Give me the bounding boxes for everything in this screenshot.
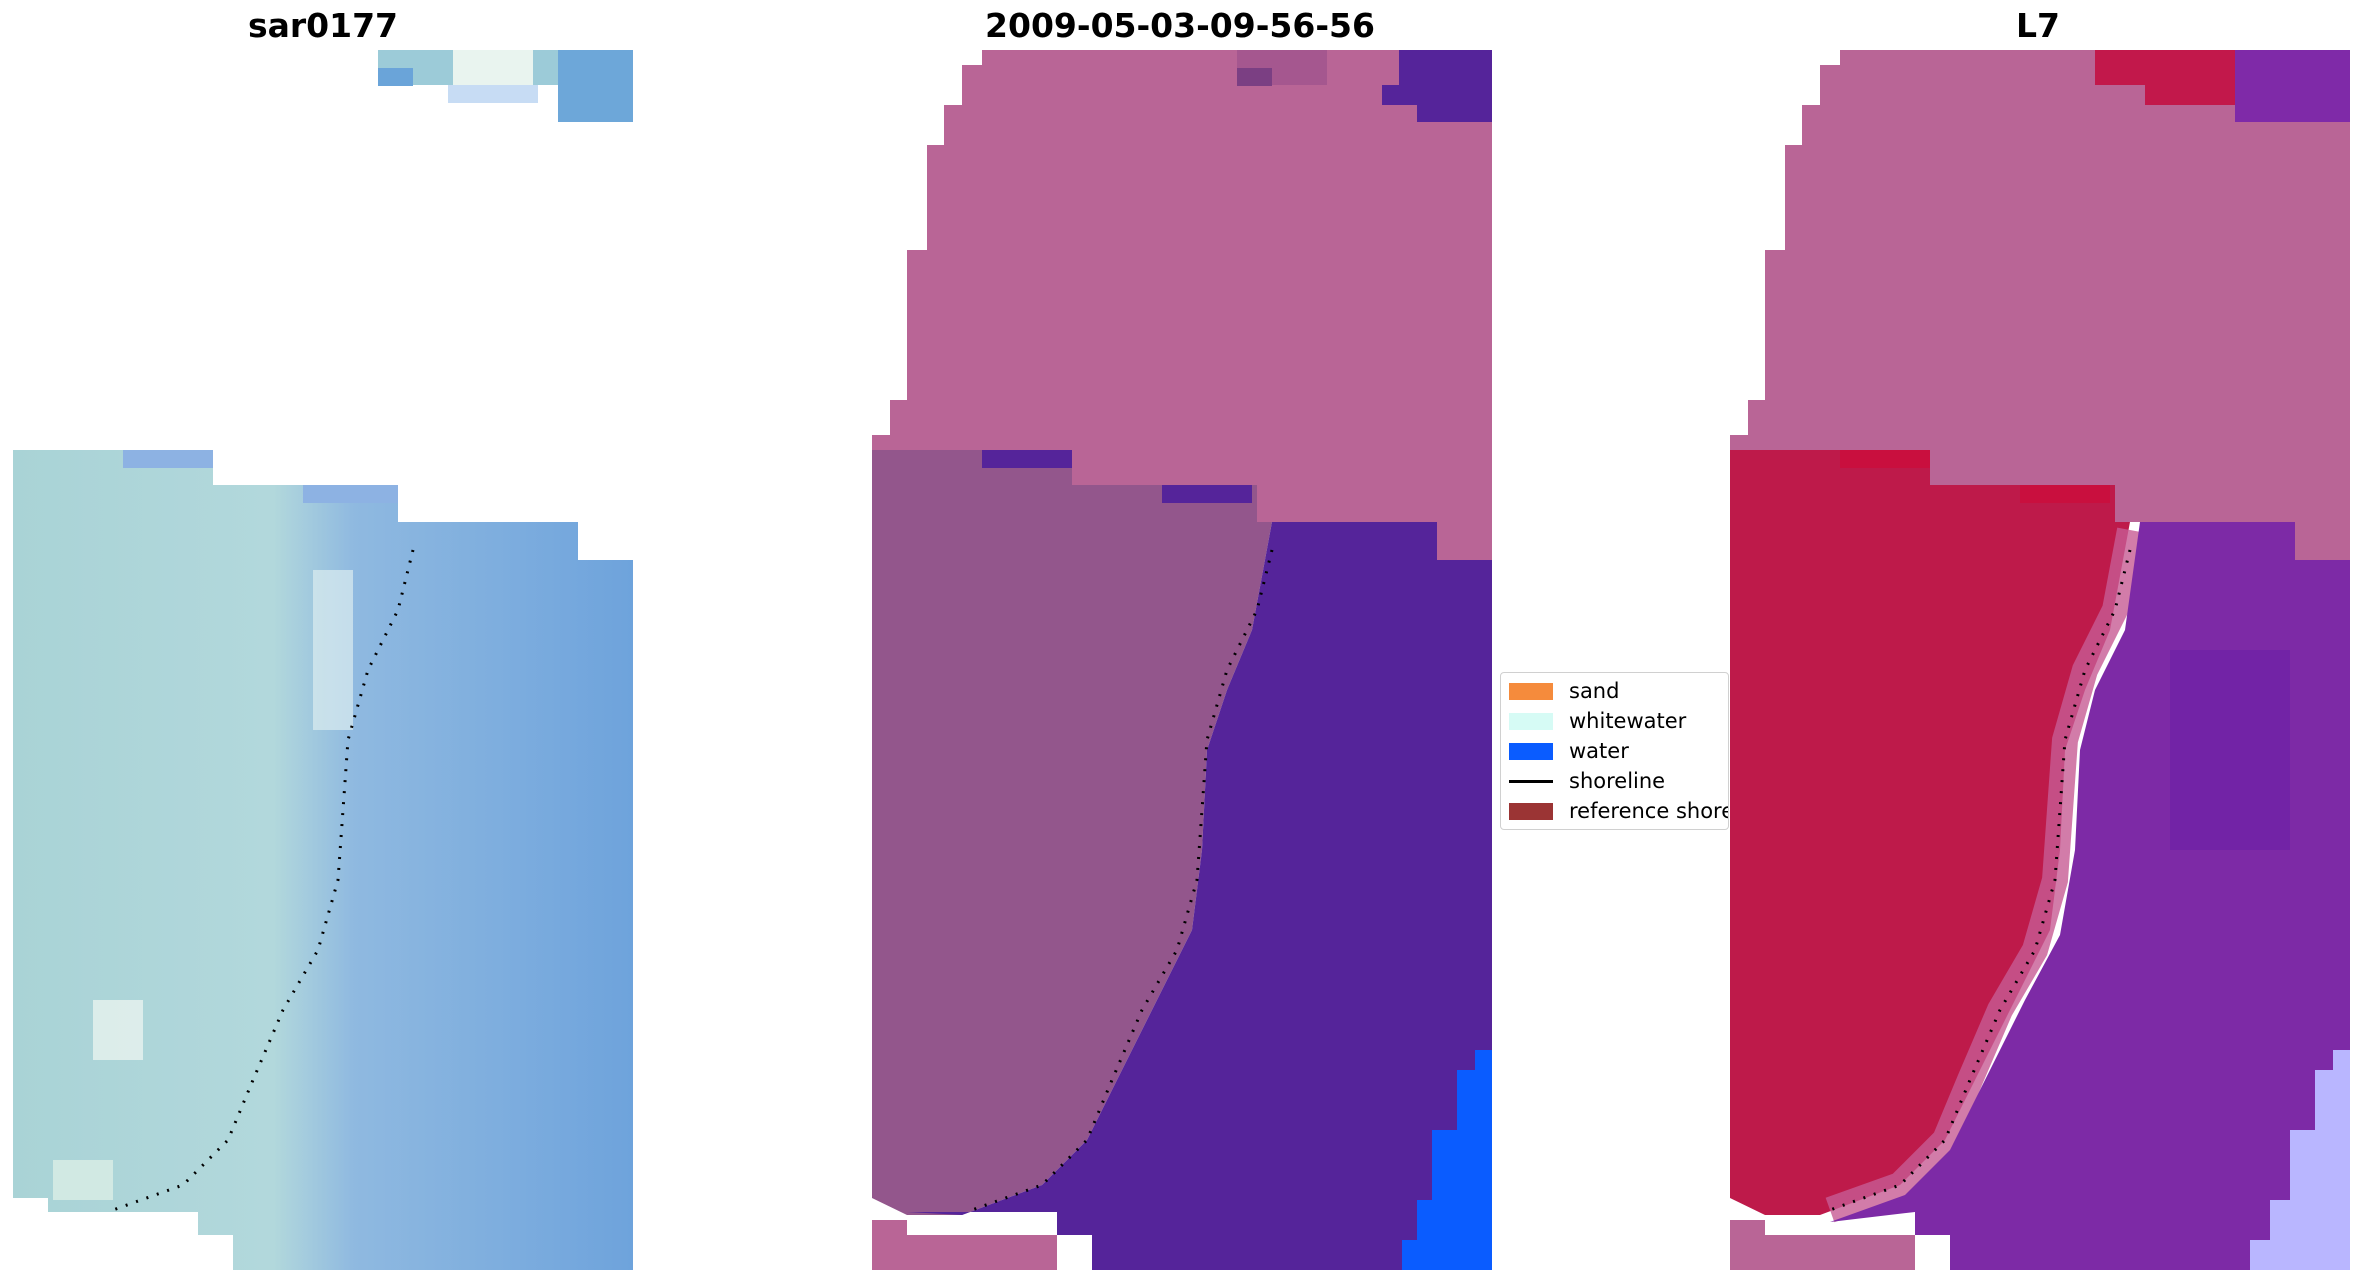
legend: sand whitewater water shoreline referenc…	[1500, 672, 1729, 830]
legend-item-sand: sand	[1509, 679, 1619, 703]
legend-line-shoreline	[1509, 779, 1553, 783]
panel-title-rgb: sar0177	[247, 6, 399, 45]
legend-item-shoreline: shoreline	[1509, 769, 1665, 793]
legend-swatch-water	[1509, 742, 1553, 760]
classification-image	[872, 50, 1492, 1270]
panel-title-classification: 2009-05-03-09-56-56	[985, 6, 1375, 45]
classification-panel	[872, 50, 1492, 1270]
legend-label: water	[1569, 739, 1629, 763]
legend-label: sand	[1569, 679, 1620, 703]
legend-swatch-sand	[1509, 682, 1553, 700]
legend-item-water: water	[1509, 739, 1629, 763]
legend-label: shoreline	[1569, 769, 1666, 793]
legend-label: whitewater	[1569, 709, 1687, 733]
legend-item-reference-shoreline: reference shoreline	[1509, 799, 1728, 823]
legend-label: reference shoreline	[1569, 799, 1728, 823]
legend-swatch-reference-shoreline	[1509, 802, 1553, 820]
legend-swatch-whitewater	[1509, 712, 1553, 730]
rgb-image-panel	[13, 50, 633, 1270]
legend-item-whitewater: whitewater	[1509, 709, 1686, 733]
index-panel	[1730, 50, 2350, 1270]
panel-title-index: L7	[2016, 6, 2060, 45]
index-image	[1730, 50, 2350, 1270]
rgb-image	[13, 50, 633, 1270]
